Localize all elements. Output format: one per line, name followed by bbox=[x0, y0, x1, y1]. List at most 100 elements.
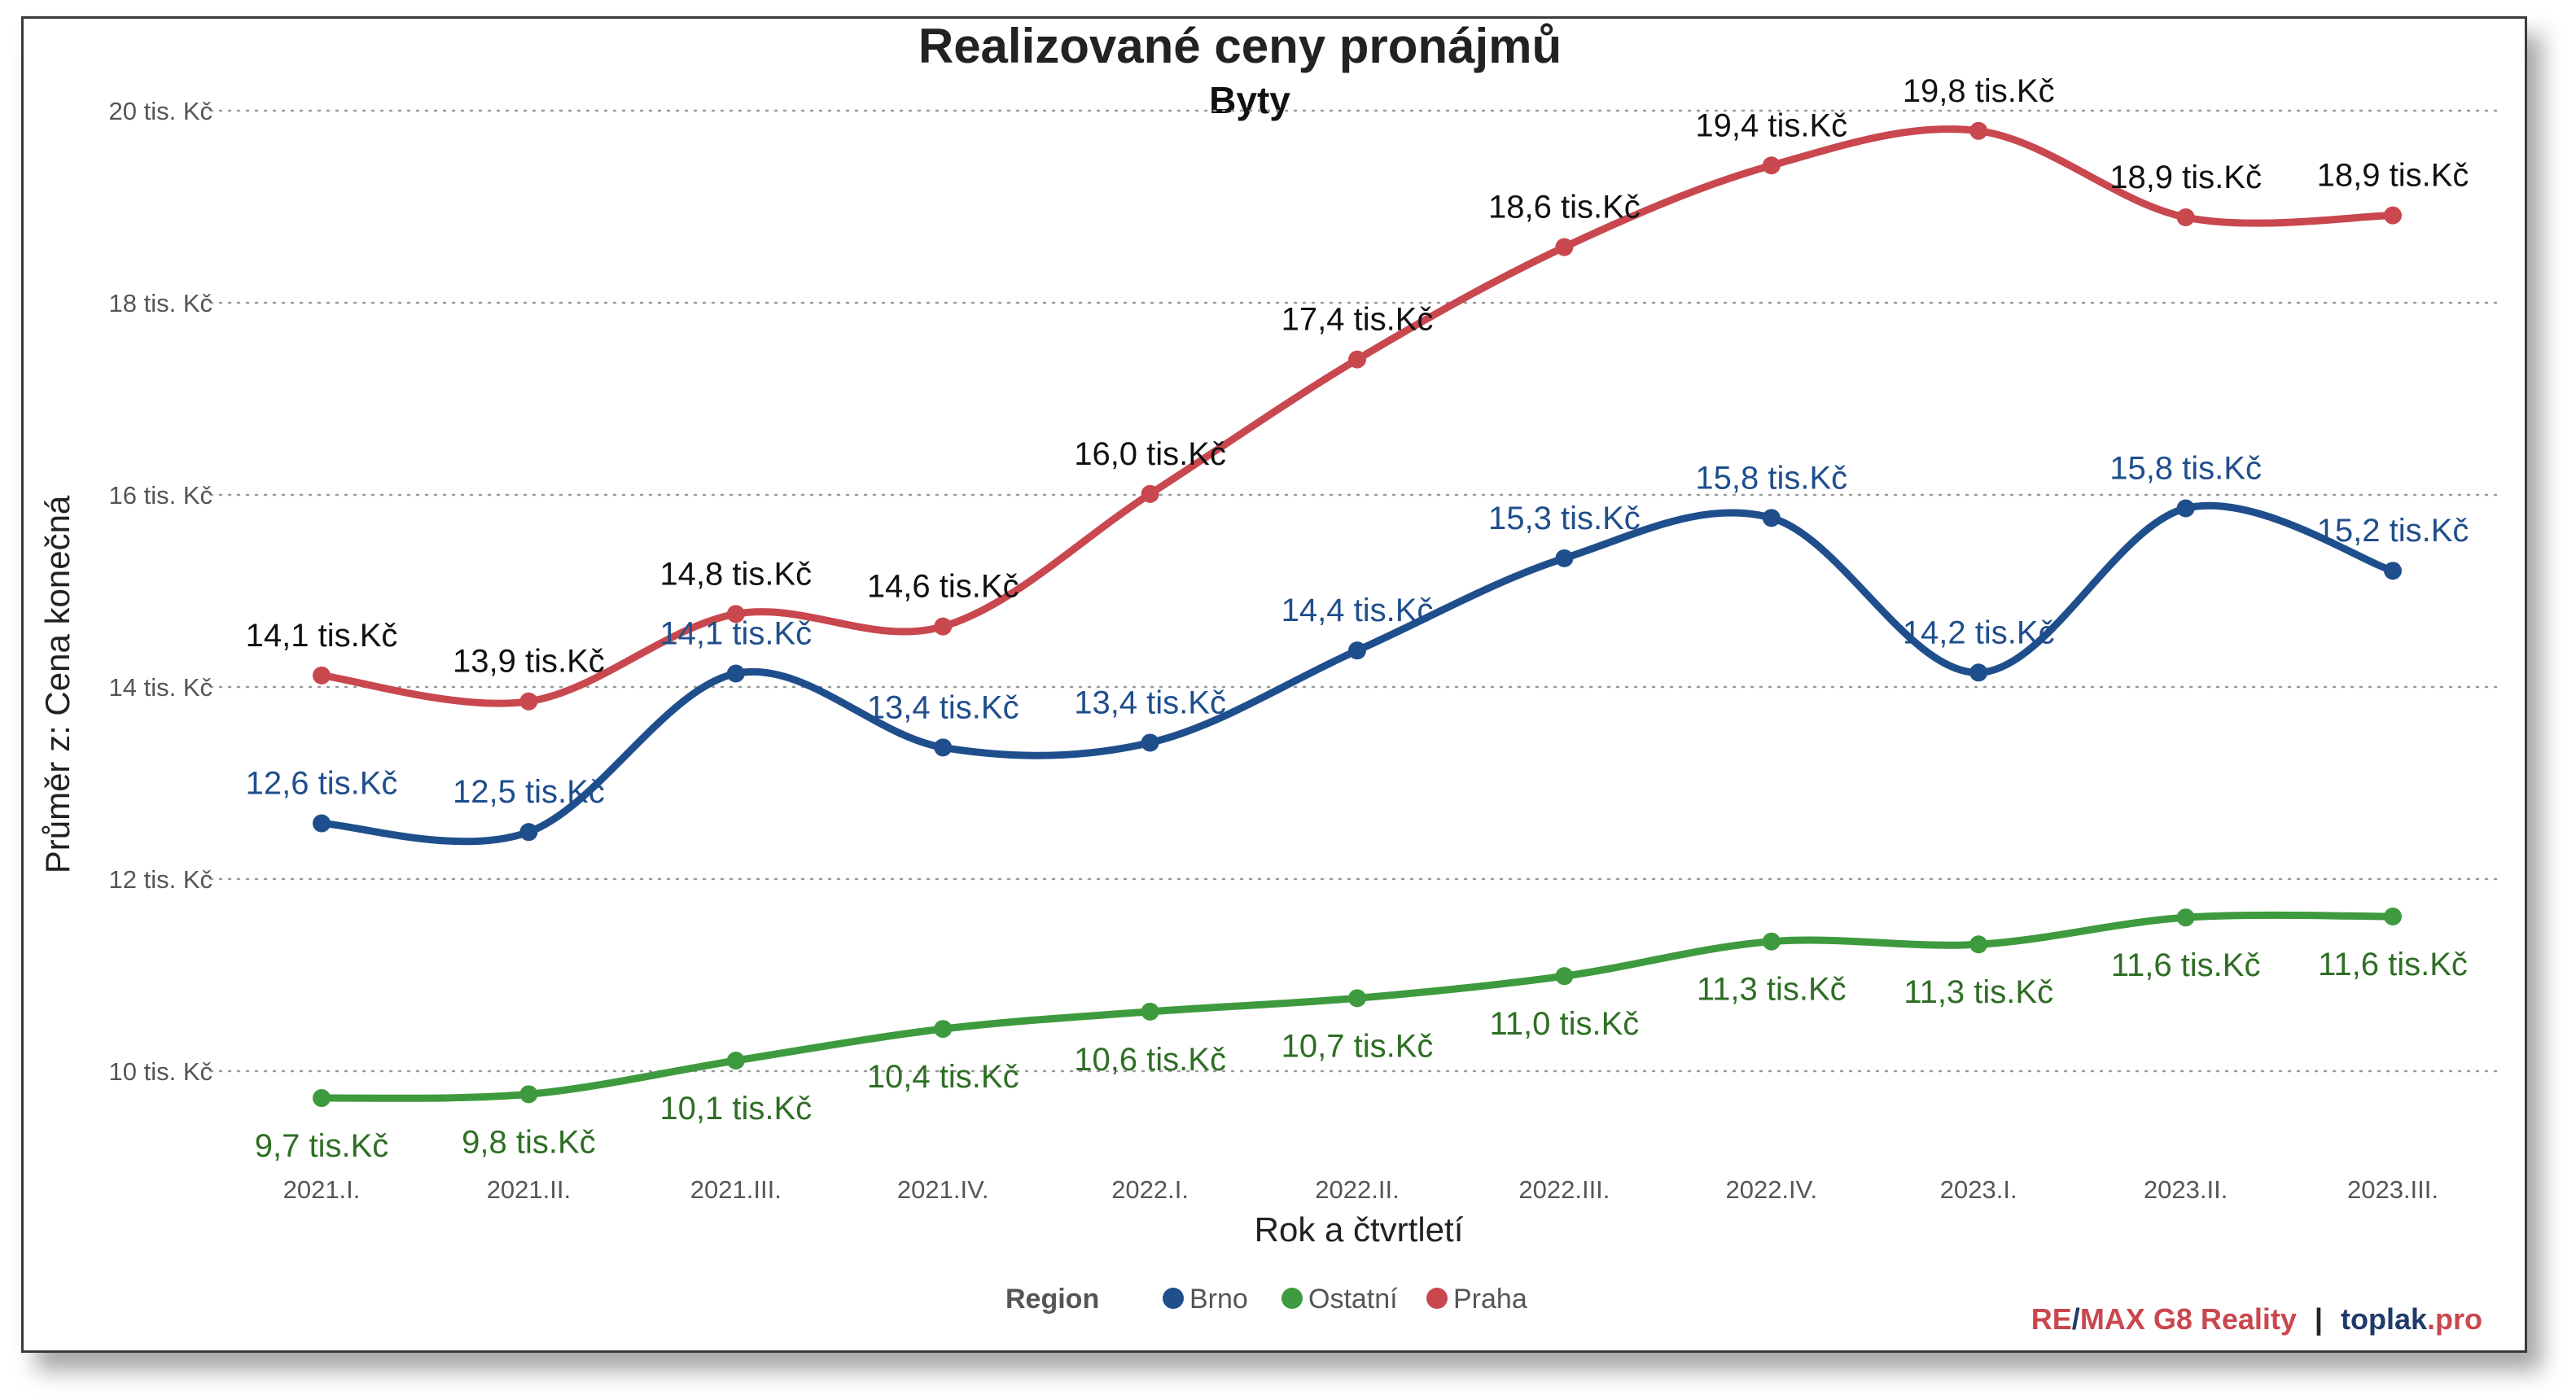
x-tick-label: 2022.IV. bbox=[1725, 1175, 1817, 1204]
x-tick-label: 2023.I. bbox=[1940, 1175, 2017, 1204]
y-tick-label: 18 tis. Kč bbox=[109, 289, 213, 317]
data-label-ostatni: 9,7 tis.Kč bbox=[255, 1128, 389, 1164]
data-label-ostatni: 10,7 tis.Kč bbox=[1281, 1028, 1434, 1064]
legend-item-ostatni[interactable]: Ostatní bbox=[1308, 1284, 1398, 1315]
data-point-ostatni bbox=[1762, 932, 1781, 951]
y-tick-label: 14 tis. Kč bbox=[109, 673, 213, 702]
data-label-praha: 14,1 tis.Kč bbox=[246, 618, 398, 654]
x-tick-label: 2023.III. bbox=[2347, 1175, 2438, 1204]
remax-re: RE bbox=[2031, 1302, 2072, 1336]
y-axis-label: Průměr z: Cena konečná bbox=[38, 495, 77, 873]
x-tick-label: 2023.II. bbox=[2144, 1175, 2228, 1204]
data-labels: 12,6 tis.Kč 12,5 tis.Kč 14,1 tis.Kč 13,4 ti… bbox=[246, 73, 2469, 1164]
data-label-brno: 14,1 tis.Kč bbox=[659, 615, 812, 651]
toplak-suffix: .pro bbox=[2427, 1302, 2482, 1336]
legend-marker-ostatni bbox=[1281, 1288, 1303, 1309]
data-point-ostatni bbox=[1348, 989, 1366, 1008]
data-point-brno bbox=[2176, 499, 2195, 518]
data-label-ostatni: 9,8 tis.Kč bbox=[462, 1124, 596, 1160]
data-label-brno: 12,6 tis.Kč bbox=[246, 766, 398, 802]
data-label-praha: 19,4 tis.Kč bbox=[1695, 107, 1847, 143]
data-point-praha bbox=[1555, 238, 1574, 256]
legend-marker-brno bbox=[1163, 1288, 1184, 1309]
data-point-brno bbox=[1555, 549, 1574, 567]
data-point-brno bbox=[1969, 663, 1988, 682]
data-label-praha: 16,0 tis.Kč bbox=[1074, 436, 1226, 472]
data-label-ostatni: 10,1 tis.Kč bbox=[659, 1091, 812, 1127]
data-point-praha bbox=[1969, 121, 1988, 140]
x-tick-label: 2021.I. bbox=[283, 1175, 361, 1204]
data-point-praha bbox=[2384, 206, 2402, 225]
y-axis-ticks: 10 tis. Kč 12 tis. Kč 14 tis. Kč 16 tis. Kč… bbox=[109, 97, 213, 1086]
data-label-ostatni: 11,3 tis.Kč bbox=[1697, 972, 1847, 1008]
x-tick-label: 2022.II. bbox=[1315, 1175, 1399, 1204]
data-point-praha bbox=[1141, 484, 1159, 503]
x-tick-label: 2021.III. bbox=[690, 1175, 782, 1204]
x-axis-label: Rok a čtvrtletí bbox=[1255, 1210, 1464, 1249]
y-tick-label: 20 tis. Kč bbox=[109, 97, 213, 125]
x-tick-label: 2022.I. bbox=[1111, 1175, 1189, 1204]
x-tick-label: 2021.II. bbox=[487, 1175, 571, 1204]
data-label-praha: 13,9 tis.Kč bbox=[453, 644, 605, 680]
chart-card: Realizované ceny pronájmů Byty 10 tis. K… bbox=[21, 16, 2527, 1353]
data-label-ostatni: 11,3 tis.Kč bbox=[1904, 974, 2053, 1010]
data-point-brno bbox=[2384, 562, 2402, 580]
chart-subtitle: Byty bbox=[1209, 79, 1290, 121]
remax-slash: / bbox=[2071, 1302, 2080, 1336]
data-label-praha: 18,9 tis.Kč bbox=[2109, 160, 2262, 195]
series-lines bbox=[313, 121, 2402, 1108]
data-point-praha bbox=[726, 605, 745, 623]
y-tick-label: 10 tis. Kč bbox=[109, 1057, 213, 1086]
legend-marker-praha bbox=[1426, 1288, 1448, 1309]
data-label-brno: 15,2 tis.Kč bbox=[2317, 513, 2469, 549]
series-line-brno bbox=[318, 501, 2397, 846]
data-label-brno: 13,4 tis.Kč bbox=[1074, 685, 1226, 720]
data-point-brno bbox=[1141, 733, 1159, 752]
x-axis-ticks: 2021.I. 2021.II. 2021.III. 2021.IV. 2022.I. 2… bbox=[283, 1175, 2438, 1204]
brand-separator: | bbox=[2314, 1302, 2323, 1336]
data-label-brno: 15,8 tis.Kč bbox=[1695, 460, 1847, 496]
data-label-ostatni: 10,6 tis.Kč bbox=[1074, 1042, 1226, 1078]
line-chart: Realizované ceny pronájmů Byty 10 tis. K… bbox=[38, 19, 2500, 1315]
data-label-praha: 19,8 tis.Kč bbox=[1903, 73, 2055, 109]
legend-title: Region bbox=[1005, 1284, 1099, 1315]
data-point-ostatni bbox=[1555, 967, 1574, 986]
data-label-praha: 18,9 tis.Kč bbox=[2317, 158, 2469, 194]
x-tick-label: 2022.III. bbox=[1518, 1175, 1610, 1204]
y-tick-label: 16 tis. Kč bbox=[109, 481, 213, 510]
data-point-praha bbox=[1762, 156, 1781, 175]
chart-title: Realizované ceny pronájmů bbox=[918, 19, 1562, 73]
data-label-brno: 14,4 tis.Kč bbox=[1281, 593, 1434, 628]
data-label-ostatni: 11,6 tis.Kč bbox=[2318, 947, 2468, 982]
data-point-ostatni bbox=[2176, 908, 2195, 927]
data-point-ostatni bbox=[934, 1020, 953, 1039]
branding: RE/MAX G8 Reality | toplak.pro bbox=[2031, 1302, 2482, 1337]
data-point-praha bbox=[2176, 208, 2195, 226]
data-label-brno: 15,3 tis.Kč bbox=[1488, 501, 1641, 536]
data-point-praha bbox=[313, 666, 331, 685]
data-label-ostatni: 10,4 tis.Kč bbox=[867, 1059, 1019, 1095]
x-tick-label: 2021.IV. bbox=[897, 1175, 989, 1204]
data-point-ostatni bbox=[1141, 1002, 1159, 1021]
data-label-praha: 14,8 tis.Kč bbox=[659, 556, 812, 592]
data-point-praha bbox=[519, 692, 538, 711]
legend-item-praha[interactable]: Praha bbox=[1453, 1284, 1527, 1315]
gridlines bbox=[209, 109, 2500, 1073]
data-label-brno: 13,4 tis.Kč bbox=[867, 689, 1019, 725]
data-point-ostatni bbox=[726, 1052, 745, 1070]
data-label-brno: 12,5 tis.Kč bbox=[453, 774, 605, 810]
data-point-ostatni bbox=[519, 1085, 538, 1104]
data-label-ostatni: 11,0 tis.Kč bbox=[1490, 1006, 1640, 1042]
data-label-praha: 17,4 tis.Kč bbox=[1281, 302, 1434, 338]
remax-name: MAX G8 Reality bbox=[2079, 1302, 2297, 1336]
data-label-brno: 14,2 tis.Kč bbox=[1903, 615, 2055, 650]
data-label-ostatni: 11,6 tis.Kč bbox=[2111, 947, 2261, 983]
legend: Region Brno Ostatní Praha bbox=[1005, 1284, 1527, 1315]
data-point-brno bbox=[1348, 641, 1366, 660]
toplak-name: toplak bbox=[2340, 1302, 2427, 1336]
data-point-brno bbox=[519, 823, 538, 842]
data-point-brno bbox=[726, 664, 745, 683]
legend-item-brno[interactable]: Brno bbox=[1189, 1284, 1248, 1315]
y-tick-label: 12 tis. Kč bbox=[109, 865, 213, 894]
data-point-praha bbox=[1348, 350, 1366, 369]
